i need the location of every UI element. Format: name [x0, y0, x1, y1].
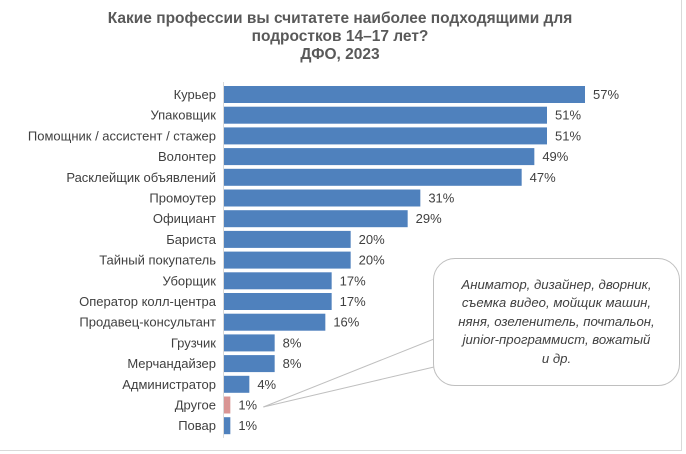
- value-label: 47%: [530, 170, 556, 185]
- bar: [224, 106, 547, 124]
- value-label: 17%: [340, 273, 366, 288]
- bar: [224, 396, 231, 414]
- value-label: 31%: [428, 191, 454, 206]
- annotation-callout: Аниматор, дизайнер, дворник, съемка виде…: [433, 258, 680, 386]
- chart-title-line-2: подростков 14–17 лет?: [251, 28, 429, 45]
- annotation-line-5: и др.: [541, 350, 572, 366]
- chart-title-line-1: Какие профессии вы считатете наиболее по…: [107, 10, 573, 27]
- value-label: 4%: [257, 377, 276, 392]
- chart-title-line-3: ДФО, 2023: [300, 46, 380, 63]
- chart-title: Какие профессии вы считатете наиболее по…: [60, 10, 620, 64]
- category-label: Тайный покупатель: [99, 253, 216, 268]
- annotation-line-1: Аниматор, дизайнер, дворник,: [461, 276, 652, 292]
- category-label: Уборщик: [162, 273, 216, 288]
- bar: [224, 210, 408, 228]
- value-label: 17%: [340, 294, 366, 309]
- bar: [224, 417, 231, 435]
- bar: [224, 293, 332, 310]
- value-label: 1%: [238, 418, 257, 433]
- category-label: Официант: [153, 211, 216, 226]
- value-label: 20%: [359, 253, 385, 268]
- category-label: Промоутер: [149, 191, 216, 206]
- category-label: Расклейщик объявлений: [66, 170, 216, 185]
- category-label: Оператор колл-центра: [79, 294, 217, 309]
- bar: [224, 148, 535, 166]
- value-label: 20%: [359, 232, 385, 247]
- value-label: 57%: [593, 87, 619, 102]
- bar: [224, 272, 332, 290]
- category-label: Курьер: [174, 87, 216, 102]
- value-label: 8%: [283, 335, 302, 350]
- bar: [224, 355, 275, 373]
- category-label: Помощник / ассистент / стажер: [28, 128, 216, 143]
- category-label: Грузчик: [171, 335, 216, 350]
- category-label: Бариста: [166, 232, 217, 247]
- category-label: Продавец-консультант: [79, 315, 216, 330]
- annotation-line-4: junior-программист, вожатый: [462, 332, 651, 348]
- bar: [224, 313, 326, 331]
- annotation-line-3: няня, озеленитель, почтальон,: [458, 313, 655, 329]
- category-label: Повар: [178, 418, 216, 433]
- value-label: 29%: [416, 211, 442, 226]
- bar: [224, 334, 275, 352]
- value-label: 49%: [542, 149, 568, 164]
- callout-leader-line: [263, 338, 435, 408]
- value-label: 51%: [555, 128, 581, 143]
- value-label: 51%: [555, 108, 581, 123]
- category-label: Упаковщик: [150, 108, 216, 123]
- bar: [224, 375, 250, 393]
- value-label: 16%: [333, 315, 359, 330]
- category-label: Мерчандайзер: [127, 356, 216, 371]
- value-label: 8%: [283, 356, 302, 371]
- bar: [224, 127, 547, 145]
- callout-leader-line: [263, 366, 435, 408]
- value-label: 1%: [238, 398, 257, 413]
- category-label: Другое: [175, 398, 216, 413]
- annotation-line-2: съемка видео, мойщик машин,: [461, 295, 652, 311]
- bar: [224, 189, 421, 207]
- category-label: Волонтер: [158, 149, 216, 164]
- bar: [224, 251, 351, 269]
- category-label: Администратор: [122, 377, 216, 392]
- bar: [224, 168, 522, 186]
- bar: [224, 230, 351, 248]
- bar: [224, 86, 585, 103]
